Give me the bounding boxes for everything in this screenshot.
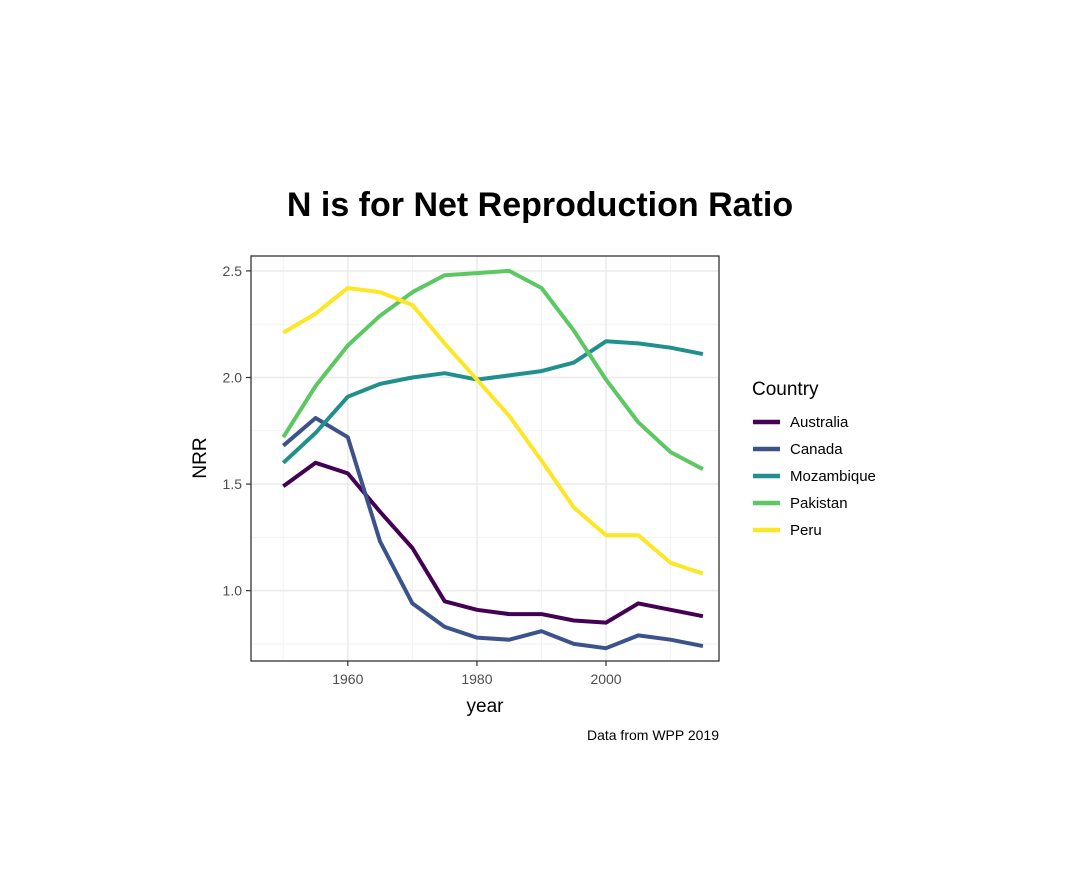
legend-label: Peru [790,522,822,539]
chart-caption: Data from WPP 2019 [587,727,719,743]
y-tick-label: 2.0 [223,370,243,386]
axes: 1960 1980 2000 1.0 1.5 2.0 2.5 [223,263,622,687]
series-line-australia [282,460,704,625]
plot-area: 1960 1980 2000 1.0 1.5 2.0 2.5 [223,255,720,687]
y-tick-label: 1.5 [223,476,243,492]
legend-title: Country [752,379,819,400]
legend-label: Australia [790,414,849,431]
legend-item-mozambique: Mozambique [753,468,876,485]
legend-item-peru: Peru [753,522,822,539]
series-line-pakistan [281,268,704,471]
plot-border [250,255,720,662]
series-line-mozambique [281,339,704,465]
legend-items: Australia Canada Mozambique Pakistan Peru [753,414,876,539]
y-tick-label: 1.0 [223,583,243,599]
legend: Country Australia Canada Mozambique Pakista… [752,379,876,539]
legend-label: Canada [790,441,843,458]
legend-item-pakistan: Pakistan [753,495,848,512]
series-line-peru [282,286,704,576]
chart-title: N is for Net Reproduction Ratio [287,186,793,224]
legend-label: Pakistan [790,495,848,512]
series-lines [281,268,704,651]
plot-panel [251,256,719,661]
x-axis-title: year [467,696,505,717]
y-axis-title: NRR [190,437,211,478]
y-tick-label: 2.5 [223,263,243,279]
legend-label: Mozambique [790,468,876,485]
legend-item-australia: Australia [753,414,849,431]
x-tick-label: 1980 [461,671,492,687]
series-line-canada [281,416,704,651]
x-tick-label: 1960 [332,671,363,687]
legend-item-canada: Canada [753,441,843,458]
x-tick-label: 2000 [590,671,621,687]
